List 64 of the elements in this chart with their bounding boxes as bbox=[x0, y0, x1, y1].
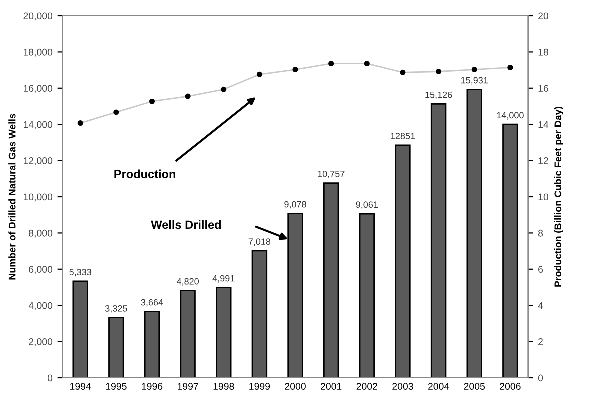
data-label: 12851 bbox=[391, 133, 416, 140]
bar bbox=[144, 310, 160, 378]
y2-axis-title: Production (Billion Cubic Feet per Day) bbox=[554, 107, 564, 287]
data-label: 4,991 bbox=[212, 275, 235, 283]
x-tick-label: 2003 bbox=[392, 383, 414, 390]
y2-tick-label: 8 bbox=[538, 230, 544, 237]
data-label: 7,018 bbox=[248, 238, 271, 246]
bar bbox=[72, 280, 88, 378]
y-tick-label: 18,000 bbox=[24, 48, 53, 57]
y-tick-label: 20,000 bbox=[24, 12, 53, 21]
data-label: 3,325 bbox=[105, 305, 128, 313]
x-tick-label: 1994 bbox=[70, 383, 92, 390]
data-label: 10,757 bbox=[318, 170, 345, 178]
y2-tick-label: 6 bbox=[538, 266, 544, 274]
y-tick-label: 10,000 bbox=[24, 194, 53, 202]
data-label: 5,333 bbox=[70, 269, 92, 277]
annotation: Production bbox=[114, 170, 176, 178]
x-tick-label: 2005 bbox=[464, 383, 486, 390]
y-tick-label: 6,000 bbox=[29, 266, 53, 274]
y-tick-label: 2,000 bbox=[29, 338, 53, 347]
data-label: 14,000 bbox=[497, 112, 524, 120]
y-tick-label: 0 bbox=[48, 374, 53, 382]
bar bbox=[395, 144, 411, 378]
bar bbox=[502, 124, 518, 378]
annotation: Wells Drilled bbox=[151, 220, 222, 230]
bar bbox=[216, 286, 232, 378]
y2-tick-label: 16 bbox=[538, 85, 548, 92]
y-tick-label: 8,000 bbox=[29, 230, 53, 238]
y-tick-label: 4,000 bbox=[28, 302, 53, 310]
y2-tick-label: 14 bbox=[538, 121, 549, 128]
y-tick-label: 14,000 bbox=[24, 121, 53, 130]
y2-tick-label: 20 bbox=[538, 12, 548, 20]
data-label: 9,061 bbox=[356, 202, 378, 210]
x-tick-label: 1996 bbox=[142, 383, 163, 390]
x-tick-label: 1998 bbox=[214, 383, 234, 390]
data-label: 15,126 bbox=[426, 92, 452, 100]
bar bbox=[466, 88, 482, 378]
data-label: 4,820 bbox=[176, 278, 199, 286]
bar bbox=[359, 213, 376, 378]
x-tick-label: 2001 bbox=[321, 383, 342, 390]
x-tick-label: 2004 bbox=[428, 383, 450, 390]
y-tick-label: 12,000 bbox=[24, 158, 53, 166]
x-tick-label: 2006 bbox=[500, 383, 521, 390]
y2-tick-label: 4 bbox=[538, 302, 544, 310]
y2-tick-label: 0 bbox=[538, 374, 544, 382]
data-label: 15,931 bbox=[462, 77, 488, 85]
x-tick-label: 2002 bbox=[356, 383, 378, 390]
data-label: 9,078 bbox=[284, 201, 306, 209]
x-tick-label: 1997 bbox=[178, 383, 198, 390]
bar bbox=[323, 182, 340, 378]
y-tick-label: 16,000 bbox=[24, 85, 53, 94]
y2-tick-label: 12 bbox=[538, 158, 548, 164]
bar bbox=[430, 104, 447, 378]
y2-tick-label: 18 bbox=[538, 48, 548, 56]
x-tick-label: 1995 bbox=[106, 383, 127, 390]
y-axis-title: Number of Drilled Natural Gas Wells bbox=[8, 114, 16, 280]
x-tick-label: 1999 bbox=[250, 383, 270, 390]
y2-tick-label: 10 bbox=[538, 194, 548, 201]
bar bbox=[252, 250, 268, 378]
y2-tick-label: 2 bbox=[538, 338, 543, 346]
bar bbox=[180, 290, 196, 378]
data-label: 3,664 bbox=[141, 299, 164, 307]
bar bbox=[108, 317, 124, 378]
x-tick-label: 2000 bbox=[285, 383, 306, 390]
